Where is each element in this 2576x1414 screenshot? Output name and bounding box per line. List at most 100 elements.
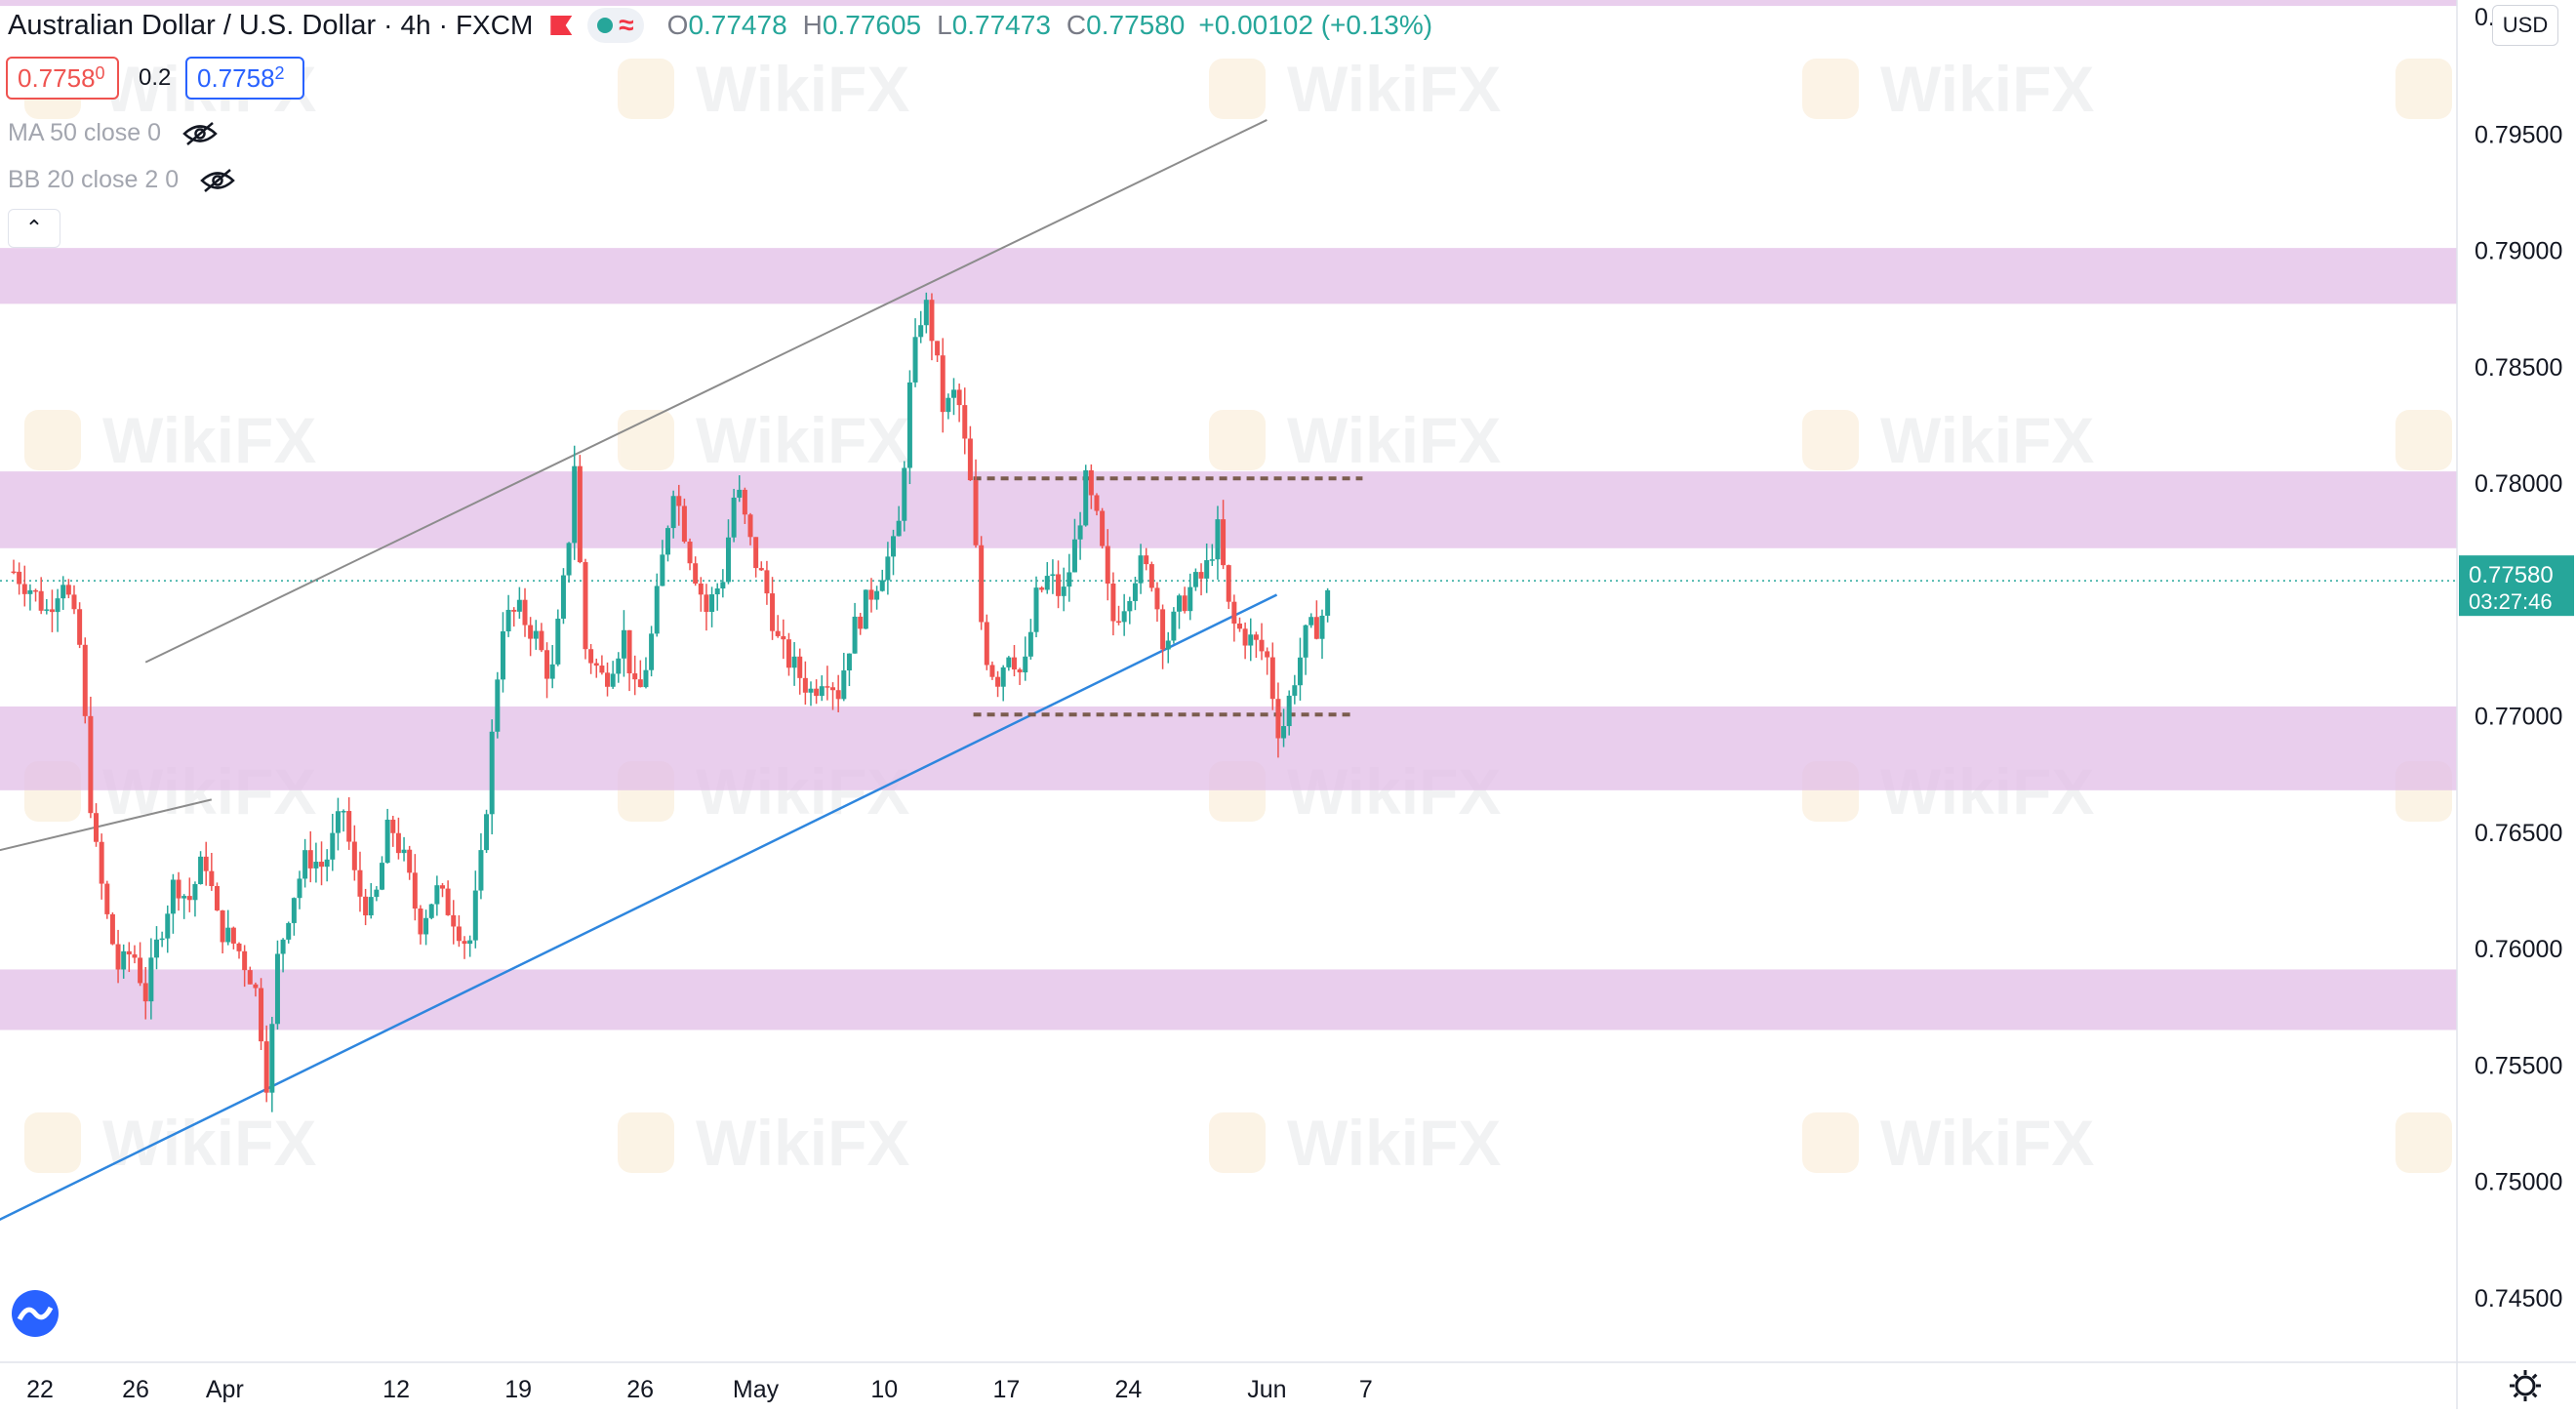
candle[interactable] xyxy=(929,300,935,342)
candle[interactable] xyxy=(1154,587,1160,610)
candle[interactable] xyxy=(577,465,583,563)
candle[interactable] xyxy=(626,629,632,674)
candle[interactable] xyxy=(1094,495,1100,511)
candle[interactable] xyxy=(456,926,462,942)
candle[interactable] xyxy=(478,850,484,891)
candle[interactable] xyxy=(511,609,517,612)
candle[interactable] xyxy=(230,927,236,944)
candle[interactable] xyxy=(819,686,825,697)
candle[interactable] xyxy=(44,609,50,611)
candle[interactable] xyxy=(1110,584,1116,622)
sr-zone[interactable] xyxy=(0,0,2457,7)
candle[interactable] xyxy=(906,382,912,468)
candle[interactable] xyxy=(1231,601,1237,625)
candle[interactable] xyxy=(126,950,132,955)
candle[interactable] xyxy=(676,496,682,506)
candle[interactable] xyxy=(319,862,325,868)
candle[interactable] xyxy=(286,922,292,940)
candle[interactable] xyxy=(1209,559,1215,561)
candle[interactable] xyxy=(583,562,588,650)
symbol-name[interactable]: Australian Dollar / U.S. Dollar xyxy=(8,9,377,41)
candle[interactable] xyxy=(764,570,770,594)
candle[interactable] xyxy=(704,594,709,613)
candle[interactable] xyxy=(439,885,445,889)
candle[interactable] xyxy=(99,841,104,884)
sr-zone[interactable] xyxy=(0,248,2457,304)
blue-trend-line[interactable] xyxy=(0,593,1278,1222)
candle[interactable] xyxy=(1297,657,1303,686)
candle[interactable] xyxy=(259,988,264,1042)
candle[interactable] xyxy=(384,819,390,864)
candle[interactable] xyxy=(165,913,171,939)
candle[interactable] xyxy=(186,896,192,901)
candle[interactable] xyxy=(1039,587,1045,590)
candle[interactable] xyxy=(731,497,737,538)
candle[interactable] xyxy=(291,898,297,923)
candle[interactable] xyxy=(1071,539,1077,573)
candle[interactable] xyxy=(1275,699,1281,739)
candle[interactable] xyxy=(808,688,814,693)
candle[interactable] xyxy=(82,644,88,716)
candle[interactable] xyxy=(665,528,671,555)
candle[interactable] xyxy=(368,897,374,916)
candle[interactable] xyxy=(588,649,594,664)
channel-upper-line[interactable] xyxy=(144,119,1268,664)
candle[interactable] xyxy=(330,832,336,860)
candle[interactable] xyxy=(593,663,599,667)
candle[interactable] xyxy=(555,618,561,665)
candle[interactable] xyxy=(489,731,495,815)
candle[interactable] xyxy=(660,554,665,586)
candle[interactable] xyxy=(814,688,820,697)
candle[interactable] xyxy=(242,950,248,971)
candle[interactable] xyxy=(1056,574,1062,596)
candle[interactable] xyxy=(874,590,880,600)
candle[interactable] xyxy=(946,397,951,413)
candle[interactable] xyxy=(445,888,451,915)
hidden-eye-icon[interactable] xyxy=(200,168,235,193)
candle[interactable] xyxy=(1044,576,1050,590)
candle[interactable] xyxy=(846,653,852,671)
collapse-legend-button[interactable]: ⌃ xyxy=(8,209,60,248)
candle[interactable] xyxy=(1325,589,1331,616)
candle[interactable] xyxy=(33,589,39,592)
candle[interactable] xyxy=(346,811,352,842)
candle[interactable] xyxy=(225,927,231,943)
candle[interactable] xyxy=(962,405,968,439)
candle[interactable] xyxy=(643,669,649,688)
candle[interactable] xyxy=(1221,519,1227,566)
candle[interactable] xyxy=(17,571,22,585)
candle[interactable] xyxy=(785,639,791,668)
candle[interactable] xyxy=(313,862,319,869)
candle[interactable] xyxy=(973,480,979,545)
candle[interactable] xyxy=(11,571,17,574)
candle[interactable] xyxy=(1006,657,1012,667)
candle[interactable] xyxy=(351,841,357,870)
candle[interactable] xyxy=(71,594,77,610)
candle[interactable] xyxy=(902,467,907,521)
candle[interactable] xyxy=(1308,617,1314,626)
candle[interactable] xyxy=(841,670,847,700)
sell-price-button[interactable]: 0.7758 0 xyxy=(6,57,119,100)
candle[interactable] xyxy=(753,537,759,569)
candle[interactable] xyxy=(1182,595,1187,612)
candle[interactable] xyxy=(698,584,704,595)
candle[interactable] xyxy=(77,609,83,645)
candle[interactable] xyxy=(142,983,148,1002)
candle[interactable] xyxy=(1269,657,1275,700)
candle[interactable] xyxy=(923,300,929,326)
candle[interactable] xyxy=(616,658,622,674)
candle[interactable] xyxy=(357,869,363,897)
candle[interactable] xyxy=(55,598,60,613)
candle[interactable] xyxy=(484,814,490,851)
candle[interactable] xyxy=(758,568,764,571)
candle[interactable] xyxy=(1132,583,1138,601)
candle[interactable] xyxy=(1265,651,1270,658)
candle[interactable] xyxy=(247,970,253,985)
candle[interactable] xyxy=(1242,628,1248,646)
candle[interactable] xyxy=(1077,525,1083,540)
candle[interactable] xyxy=(274,953,280,1025)
candle[interactable] xyxy=(1198,572,1204,579)
candle[interactable] xyxy=(632,673,638,680)
candle[interactable] xyxy=(181,896,187,899)
candle[interactable] xyxy=(742,489,747,515)
